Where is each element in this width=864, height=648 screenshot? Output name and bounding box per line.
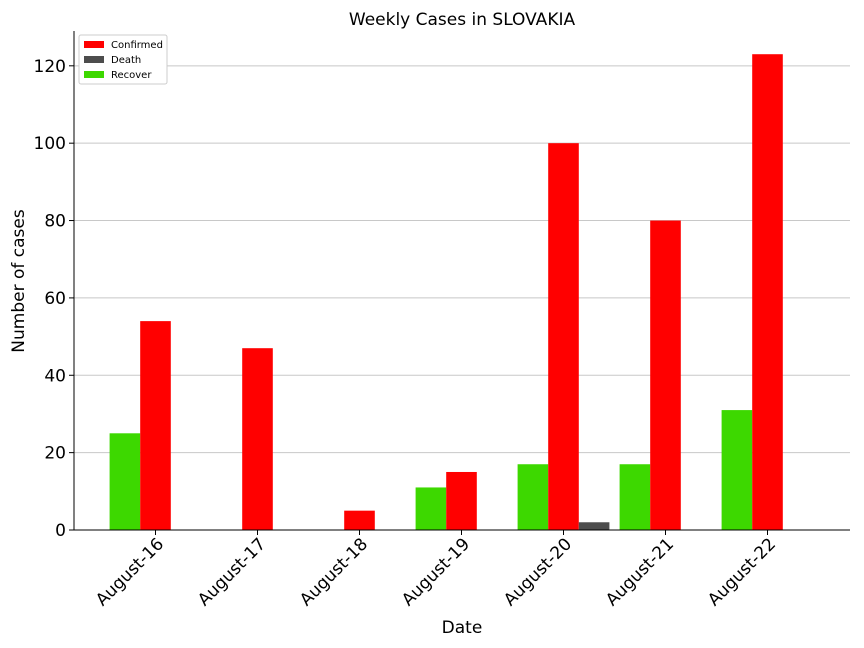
x-axis-label: Date (442, 618, 483, 638)
bar-confirmed-august-16 (140, 321, 171, 530)
legend-swatch-death (84, 56, 104, 63)
x-tick-label: August-17 (194, 534, 270, 610)
x-ticks: August-16 August-17 August-18 August-19 Augu… (92, 530, 780, 610)
y-tick-label: 100 (34, 134, 66, 154)
x-tick-label: August-21 (602, 534, 678, 610)
x-tick-label: August-16 (92, 534, 168, 610)
grid-lines (74, 65, 850, 531)
bar-recover-august-16 (109, 433, 141, 530)
y-tick-label: 40 (44, 366, 66, 386)
bar-recover-august-21 (619, 464, 651, 530)
y-tick-label: 0 (55, 521, 66, 541)
legend-label-confirmed: Confirmed (111, 40, 163, 51)
y-tick-label: 60 (44, 289, 66, 309)
y-axis-label: Number of cases (9, 209, 29, 353)
legend-label-recover: Recover (111, 70, 152, 81)
bars (109, 54, 783, 531)
bar-recover-august-22 (721, 410, 753, 530)
legend-label-death: Death (111, 55, 141, 66)
y-tick-label: 120 (34, 57, 66, 77)
x-tick-label: August-19 (398, 534, 474, 610)
bar-confirmed-august-20 (548, 143, 579, 531)
bar-confirmed-august-22 (752, 54, 783, 531)
bar-recover-august-20 (517, 464, 549, 530)
bar-death-august-20 (578, 522, 610, 530)
legend-swatch-recover (84, 71, 104, 78)
bar-confirmed-august-19 (446, 471, 477, 530)
x-tick-label: August-22 (704, 534, 780, 610)
legend: Confirmed Death Recover (78, 34, 168, 85)
bar-confirmed-august-18 (344, 510, 375, 530)
bar-confirmed-august-17 (242, 348, 273, 530)
y-tick-label: 20 (44, 444, 66, 464)
bar-confirmed-august-21 (650, 220, 681, 530)
y-ticks: 0 20 40 60 80 100 120 (34, 57, 74, 541)
chart-title: Weekly Cases in SLOVAKIA (349, 10, 576, 30)
x-tick-label: August-20 (500, 534, 576, 610)
bar-recover-august-19 (415, 487, 447, 530)
y-tick-label: 80 (44, 212, 66, 232)
legend-swatch-confirmed (84, 41, 104, 48)
x-tick-label: August-18 (296, 534, 372, 610)
